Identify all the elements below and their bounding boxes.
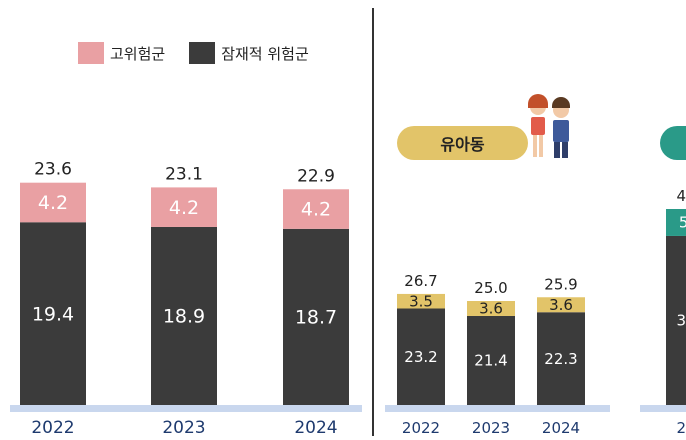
legend-label-potential-risk: 잠재적 위험군: [221, 44, 309, 63]
value-label-potential-risk-2023: 21.4: [474, 352, 507, 370]
x-axis-band: [10, 405, 362, 412]
total-label-2024: 25.9: [544, 275, 577, 293]
value-label-high-risk-2023: 3.6: [479, 300, 503, 318]
bar-potential-risk-2024: [283, 228, 349, 405]
value-label-high-risk-2024: 4.2: [301, 199, 331, 221]
bar-potential-risk-20: [666, 235, 686, 405]
value-label-potential-risk-2023: 18.9: [163, 306, 205, 328]
panel-divider: [372, 8, 374, 436]
x-tick-label-2022: 2022: [402, 419, 440, 437]
value-label-potential-risk-2022: 23.2: [404, 348, 437, 366]
total-label-2023: 23.1: [165, 164, 203, 184]
value-label-high-risk-2022: 4.2: [38, 192, 68, 214]
total-label-2022: 26.7: [404, 272, 437, 290]
legend-item-high-risk: 고위험군: [78, 42, 165, 64]
value-label-high-risk-2024: 3.6: [549, 296, 573, 314]
bar-potential-risk-2024: [537, 312, 585, 405]
bar-potential-risk-2022: [397, 308, 445, 405]
legend-item-potential-risk: 잠재적 위험군: [189, 42, 309, 64]
next-group-label: [660, 126, 686, 160]
legend-swatch-high-risk: [78, 42, 104, 64]
x-tick-label-20: 20: [676, 419, 686, 437]
value-label-high-risk-2023: 4.2: [169, 197, 199, 219]
total-label-2024: 22.9: [297, 166, 335, 186]
bar-potential-risk-2022: [20, 222, 86, 405]
bar-potential-risk-2023: [467, 315, 515, 405]
bar-high-risk-2024: [283, 189, 349, 229]
chart-legend: 고위험군 잠재적 위험군: [78, 42, 323, 64]
legend-swatch-potential-risk: [189, 42, 216, 64]
x-axis-band: [640, 405, 686, 412]
children-icon: [528, 94, 570, 158]
bar-high-risk-2022: [20, 182, 86, 223]
value-label-potential-risk-20: 34: [676, 312, 686, 330]
x-tick-label-2023: 2023: [472, 419, 510, 437]
bar-high-risk-2023: [151, 187, 217, 227]
legend-label-high-risk: 고위험군: [110, 44, 166, 63]
x-tick-label-2022: 2022: [31, 418, 74, 438]
value-label-potential-risk-2024: 22.3: [544, 350, 577, 368]
bar-high-risk-2023: [467, 301, 515, 316]
value-label-high-risk-20: 5.: [679, 214, 686, 232]
total-label-2022: 23.6: [34, 160, 72, 180]
total-label-20: 40: [676, 187, 686, 205]
x-tick-label-2023: 2023: [162, 418, 205, 438]
total-label-2023: 25.0: [474, 279, 507, 297]
x-axis-band: [385, 405, 610, 412]
toddler-group-label: 유아동: [397, 126, 528, 160]
value-label-potential-risk-2024: 18.7: [295, 307, 337, 329]
value-label-high-risk-2022: 3.5: [409, 292, 433, 310]
bar-high-risk-2022: [397, 293, 445, 309]
bar-high-risk-2024: [537, 297, 585, 313]
bar-high-risk-20: [666, 209, 686, 236]
x-tick-label-2024: 2024: [294, 418, 337, 438]
bar-potential-risk-2023: [151, 226, 217, 405]
value-label-potential-risk-2022: 19.4: [32, 303, 74, 325]
x-tick-label-2024: 2024: [542, 419, 580, 437]
